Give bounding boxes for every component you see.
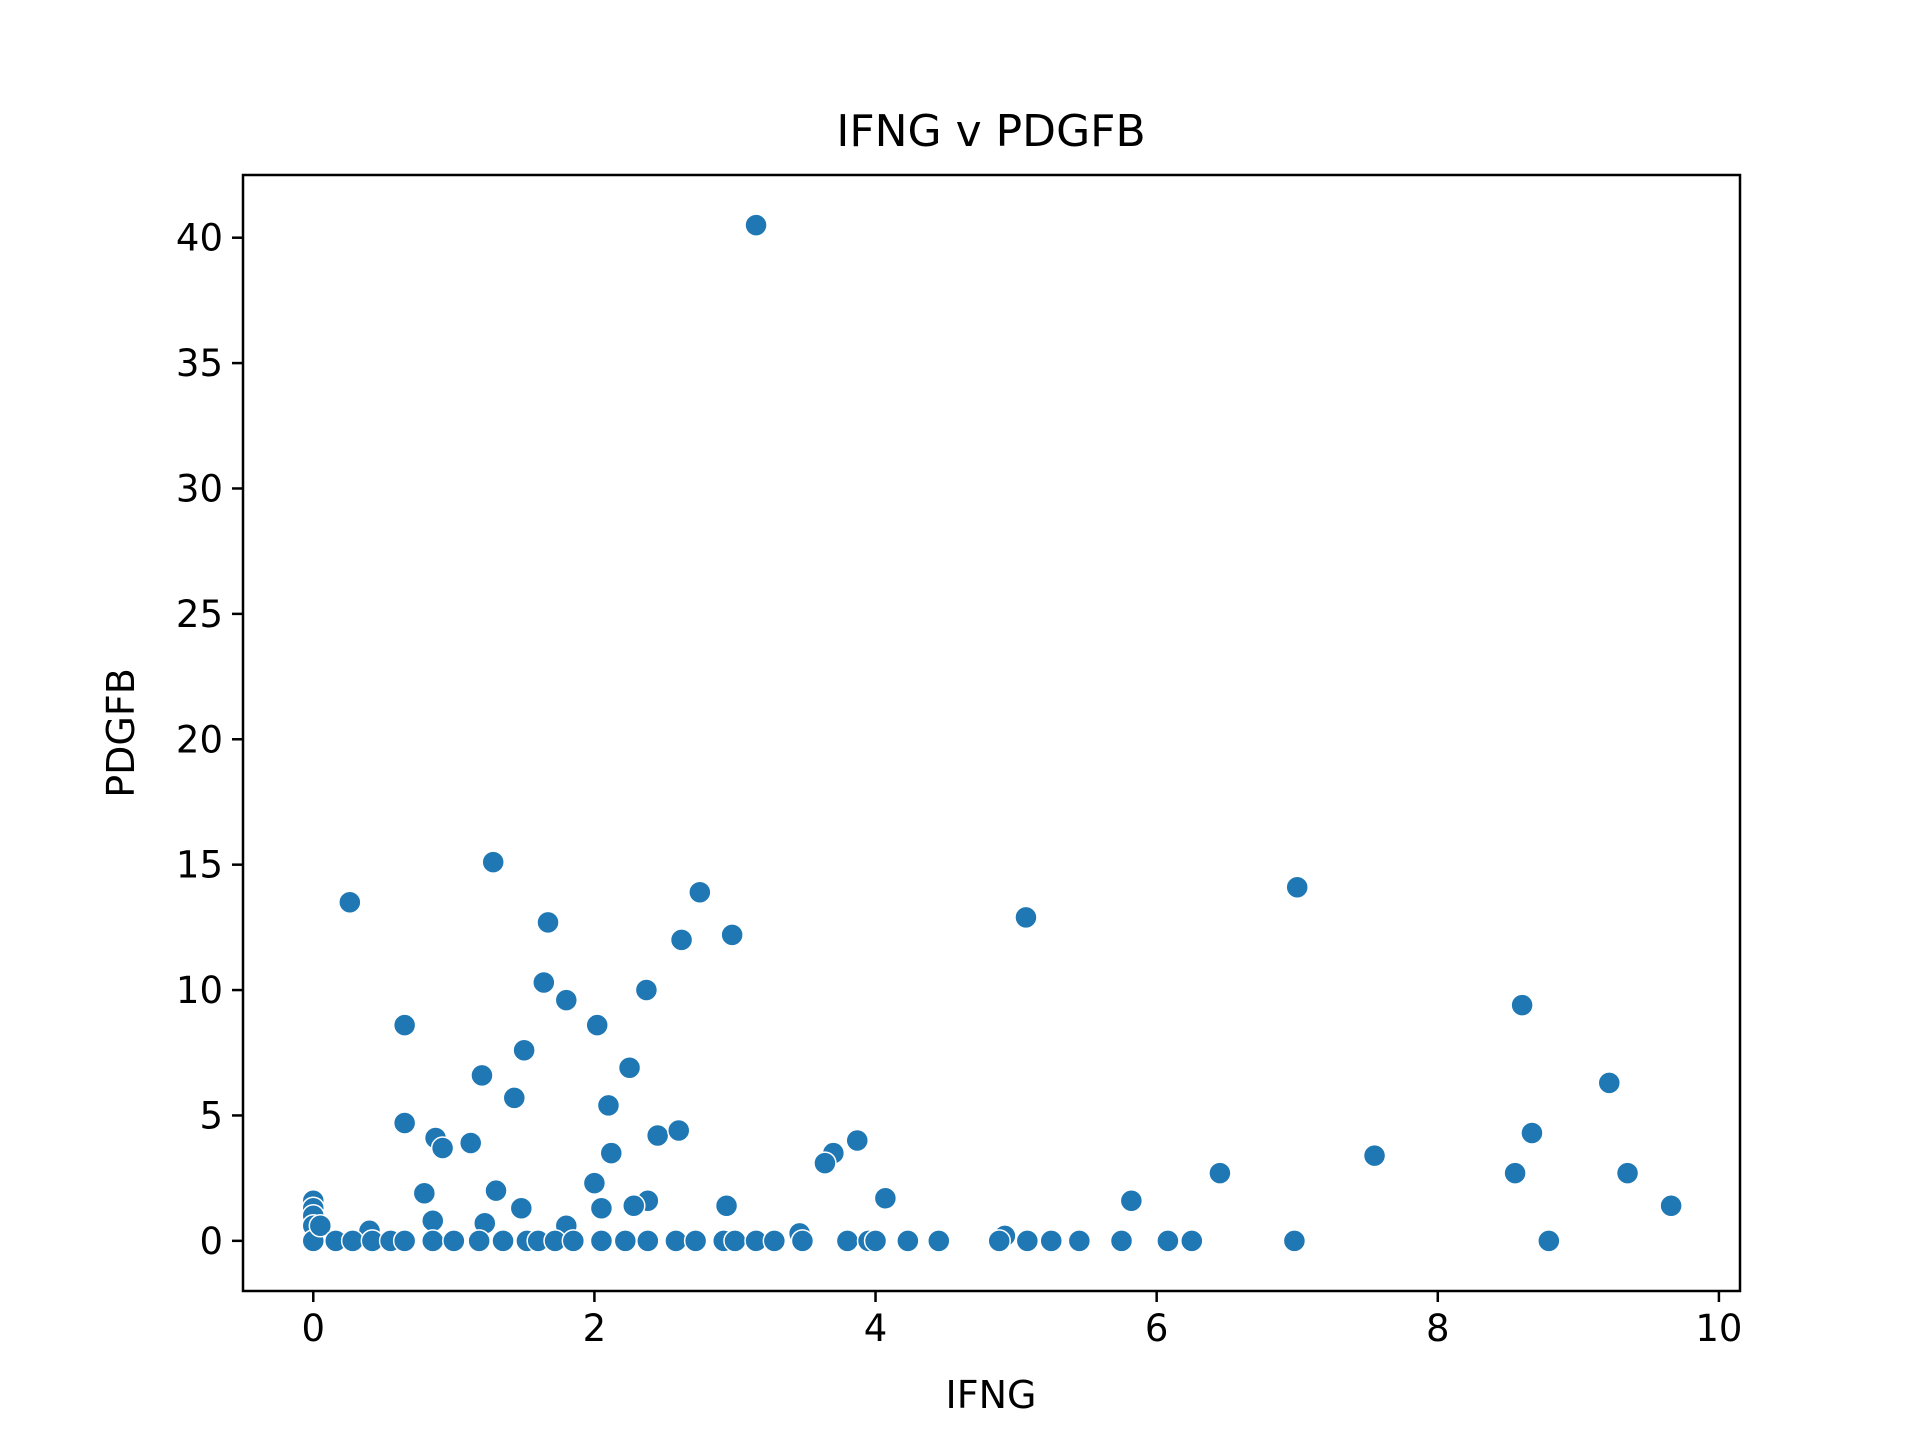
data-point [532, 970, 556, 995]
y-tick-label: 25 [176, 593, 223, 636]
data-point [683, 1229, 708, 1253]
data-point [392, 1111, 417, 1135]
data-point [688, 880, 712, 904]
chart-title: IFNG v PDGFB [836, 106, 1145, 157]
data-point [421, 1209, 445, 1233]
data-point [927, 1229, 951, 1253]
y-tick-label: 5 [199, 1094, 223, 1137]
data-points [301, 213, 1683, 1253]
data-point [723, 1229, 747, 1253]
x-axis-label: IFNG [946, 1373, 1037, 1417]
data-point [1015, 1229, 1040, 1253]
x-tick-label: 2 [583, 1307, 607, 1350]
data-point [896, 1229, 920, 1253]
data-point [617, 1056, 642, 1080]
data-point [1180, 1229, 1204, 1253]
y-tick-label: 30 [176, 467, 223, 510]
data-point [790, 1229, 815, 1253]
data-point [669, 928, 694, 952]
data-point [554, 988, 579, 1012]
x-tick-label: 0 [302, 1307, 326, 1350]
data-point [442, 1229, 466, 1253]
data-point [599, 1141, 624, 1165]
data-point [481, 850, 505, 874]
data-point [720, 923, 744, 947]
data-point [340, 1229, 365, 1253]
data-point [1659, 1193, 1683, 1218]
data-point [392, 1229, 417, 1253]
data-point [636, 1229, 660, 1253]
y-axis-label: PDGFB [99, 668, 143, 798]
data-point [412, 1181, 437, 1205]
data-point [645, 1123, 670, 1148]
data-point [589, 1229, 614, 1253]
data-point [467, 1229, 491, 1253]
x-tick-label: 8 [1426, 1307, 1450, 1350]
data-point [589, 1196, 614, 1220]
data-point [1362, 1143, 1387, 1168]
data-point [512, 1038, 536, 1062]
y-tick-label: 10 [176, 969, 223, 1012]
data-point [1520, 1121, 1544, 1145]
x-tick-label: 6 [1145, 1307, 1169, 1350]
data-point [813, 1151, 837, 1175]
y-tick-label: 40 [176, 217, 223, 260]
data-point [987, 1229, 1011, 1253]
data-point [714, 1193, 739, 1218]
data-point [622, 1193, 646, 1218]
data-point [308, 1214, 333, 1238]
data-point [585, 1013, 609, 1037]
data-point [762, 1229, 787, 1253]
data-point [873, 1186, 898, 1210]
data-point [835, 1229, 860, 1253]
data-point [596, 1093, 621, 1118]
data-point [1156, 1229, 1180, 1253]
data-point [484, 1178, 508, 1203]
data-point [1039, 1229, 1063, 1253]
data-point [744, 213, 768, 237]
data-point [845, 1128, 870, 1153]
data-point [1503, 1161, 1527, 1185]
x-tick-label: 10 [1695, 1307, 1742, 1350]
data-point [392, 1013, 417, 1037]
data-point [634, 978, 659, 1002]
data-point [1014, 905, 1038, 930]
data-point [1119, 1188, 1144, 1213]
x-tick-label: 4 [864, 1307, 888, 1350]
y-tick-label: 20 [176, 718, 223, 761]
data-point [613, 1229, 638, 1253]
data-point [430, 1136, 455, 1160]
data-point [1510, 993, 1534, 1017]
data-point [1109, 1229, 1134, 1253]
data-point [561, 1229, 586, 1253]
y-tick-label: 35 [176, 342, 223, 385]
x-axis-ticks: 0 2 4 6 8 10 [302, 1291, 1742, 1350]
data-point [536, 910, 560, 935]
data-point [1615, 1161, 1640, 1185]
data-point [1285, 875, 1309, 899]
data-point [666, 1118, 691, 1143]
data-point [863, 1229, 888, 1253]
data-point [1282, 1229, 1307, 1253]
data-point [1208, 1161, 1232, 1185]
data-point [458, 1131, 483, 1155]
data-point [509, 1196, 534, 1220]
data-point [491, 1229, 515, 1253]
data-point [1597, 1071, 1622, 1095]
data-point [1067, 1229, 1092, 1253]
plot-area-frame [241, 173, 1742, 1293]
data-point [421, 1229, 445, 1253]
data-point [502, 1086, 527, 1110]
y-tick-label: 15 [176, 844, 223, 887]
y-axis-ticks: 0 5 10 15 20 25 30 35 40 [176, 217, 243, 1263]
data-point [1537, 1229, 1561, 1253]
data-point [664, 1229, 688, 1253]
data-point [338, 890, 362, 915]
y-tick-label: 0 [199, 1220, 223, 1263]
data-point [582, 1171, 607, 1195]
data-point [470, 1063, 494, 1088]
